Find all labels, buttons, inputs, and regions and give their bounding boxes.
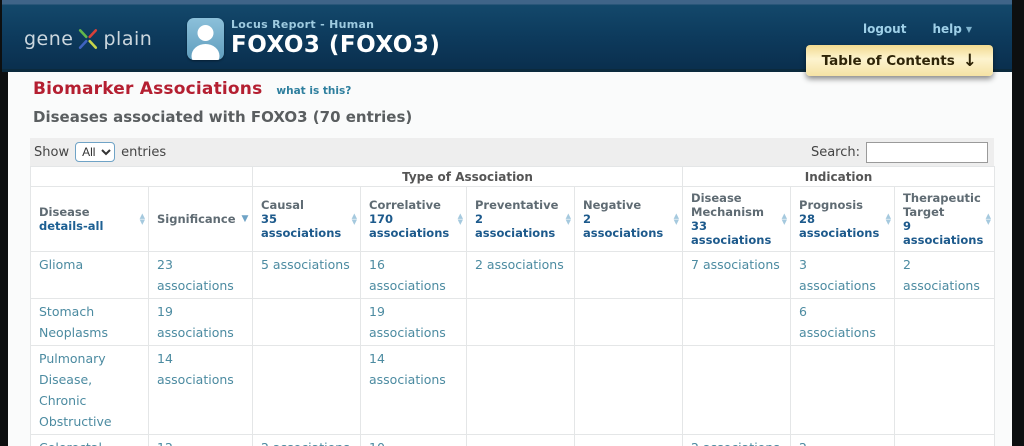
entries-label: entries	[121, 144, 167, 160]
preventative-cell	[466, 298, 575, 346]
negative-cell	[573, 251, 684, 299]
diseases-table: Type of Association Indication Disease d…	[30, 166, 996, 446]
group-header-row: Type of Association Indication	[30, 166, 996, 187]
column-header-causal[interactable]: Causal 35 associations ▲ ▼	[252, 186, 361, 252]
target-cell	[894, 298, 996, 346]
what-is-this-link[interactable]: what is this?	[276, 85, 352, 97]
preventative-cell	[466, 345, 575, 435]
target-cell: 2 associations	[894, 251, 996, 299]
table-row: Pulmonary Disease, Chronic Obstructive 1…	[30, 345, 996, 435]
prognosis-cell: 2 associations	[790, 434, 896, 446]
chevron-down-icon: ▼	[965, 24, 972, 34]
table-title: Diseases associated with FOXO3 (70 entri…	[33, 108, 413, 126]
disease-link[interactable]: Colorectal Neoplasms	[39, 440, 108, 446]
causal-cell	[252, 345, 361, 435]
causal-cell	[252, 298, 361, 346]
significance-cell: 19 associations	[148, 298, 253, 346]
column-header-disease-mechanism[interactable]: Disease Mechanism 33 associations ▲ ▼	[682, 186, 792, 252]
search-input[interactable]	[866, 141, 988, 163]
mechanism-cell	[682, 298, 792, 346]
disease-link[interactable]: Stomach Neoplasms	[39, 304, 108, 340]
main-content: Biomarker Associations what is this? Dis…	[8, 72, 1012, 446]
negative-cell	[573, 298, 684, 346]
significance-cell: 23 associations	[148, 251, 253, 299]
person-icon	[187, 18, 224, 60]
target-cell	[894, 345, 996, 435]
genexplain-logo[interactable]: gene plain	[24, 26, 152, 52]
toc-button-label: Table of Contents	[821, 52, 955, 69]
group-header-type-of-association: Type of Association	[251, 166, 684, 187]
preventative-cell	[466, 434, 575, 446]
report-type-label: Locus Report - Human	[231, 18, 375, 31]
logo-text-gene: gene	[24, 28, 74, 50]
prognosis-cell: 3 associations	[790, 251, 896, 299]
table-toolbar: Show All entries Search:	[30, 138, 994, 166]
causal-cell: 2 associations	[252, 434, 361, 446]
sort-desc-icon[interactable]: ▼	[241, 214, 249, 224]
sort-icon[interactable]: ▲ ▼	[673, 212, 680, 226]
sort-icon[interactable]: ▲ ▼	[565, 212, 571, 226]
column-header-preventative[interactable]: Preventative 2 associations ▲ ▼	[466, 186, 575, 252]
column-header-row: Disease details-all ▲ ▼ Significance ▼ Ca…	[30, 186, 996, 252]
mechanism-cell	[682, 345, 792, 435]
disease-link[interactable]: Glioma	[39, 257, 84, 272]
group-header-indication: Indication	[682, 166, 996, 187]
show-label: Show	[34, 144, 70, 160]
help-link-label: help	[932, 22, 962, 36]
app-header: gene plain Locus Report - Human FOXO3 (F…	[2, 0, 1012, 76]
table-row: Glioma 23 associations 5 associations 16…	[30, 251, 996, 299]
help-menu[interactable]: help ▼	[932, 22, 972, 36]
logout-link[interactable]: logout	[862, 22, 907, 36]
details-all-link[interactable]: details-all	[39, 219, 104, 233]
significance-cell: 12 associations	[148, 434, 253, 446]
logo-x-icon	[79, 29, 98, 49]
sort-icon[interactable]: ▲ ▼	[351, 212, 357, 226]
correlative-cell: 10 associations	[360, 434, 467, 446]
table-of-contents-button[interactable]: Table of Contents ↓	[805, 45, 993, 76]
logo-text-plain: plain	[103, 28, 153, 50]
entries-select[interactable]: All	[75, 142, 116, 162]
column-header-prognosis[interactable]: Prognosis 28 associations ▲ ▼	[790, 186, 896, 252]
negative-cell	[573, 434, 684, 446]
mechanism-cell: 2 associations	[682, 434, 792, 446]
section-title: Biomarker Associations	[33, 79, 263, 99]
prognosis-cell: 6 associations	[790, 298, 896, 346]
target-cell	[894, 434, 996, 446]
sort-icon[interactable]: ▲ ▼	[985, 212, 992, 226]
sort-icon[interactable]: ▲ ▼	[457, 212, 463, 226]
sort-icon[interactable]: ▲ ▼	[781, 212, 788, 226]
mechanism-cell: 7 associations	[682, 251, 792, 299]
arrow-down-icon: ↓	[962, 50, 977, 71]
column-header-correlative[interactable]: Correlative 170 associations ▲ ▼	[360, 186, 467, 252]
table-row: Colorectal Neoplasms 12 associations 2 a…	[30, 434, 996, 446]
disease-link[interactable]: Pulmonary Disease, Chronic Obstructive	[39, 351, 112, 429]
column-header-negative[interactable]: Negative 2 associations ▲ ▼	[573, 186, 684, 252]
causal-cell: 5 associations	[252, 251, 361, 299]
table-row: Stomach Neoplasms 19 associations 19 ass…	[30, 298, 996, 346]
prognosis-cell	[790, 345, 896, 435]
column-header-disease[interactable]: Disease details-all ▲ ▼	[30, 186, 149, 252]
report-header: Locus Report - Human FOXO3 (FOXO3)	[187, 18, 440, 60]
sort-icon[interactable]: ▲ ▼	[885, 212, 892, 226]
significance-cell: 14 associations	[148, 345, 253, 435]
sort-icon[interactable]: ▲ ▼	[139, 212, 145, 226]
group-header-spacer	[30, 166, 253, 187]
column-header-significance[interactable]: Significance ▼	[148, 186, 253, 252]
correlative-cell: 14 associations	[360, 345, 467, 435]
page-title: FOXO3 (FOXO3)	[231, 32, 441, 58]
preventative-cell: 2 associations	[466, 251, 575, 299]
correlative-cell: 16 associations	[360, 251, 467, 299]
search-label: Search:	[810, 144, 860, 160]
correlative-cell: 19 associations	[360, 298, 467, 346]
column-header-therapeutic-target[interactable]: Therapeutic Target 9 associations ▲ ▼	[894, 186, 996, 252]
negative-cell	[573, 345, 684, 435]
